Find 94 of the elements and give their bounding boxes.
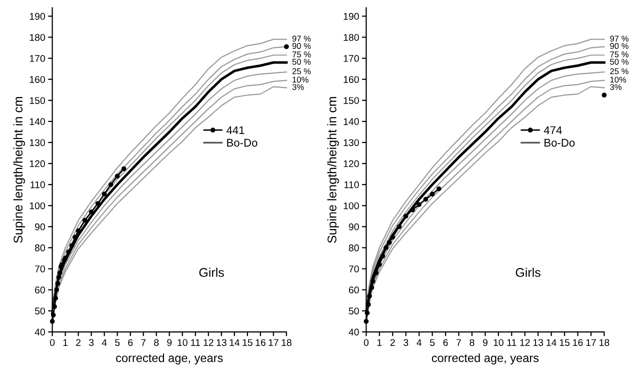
y-tick-label: 60 bbox=[35, 286, 45, 294]
y-tick-label: 170 bbox=[30, 55, 45, 62]
y-tick-label: 150 bbox=[30, 97, 45, 104]
y-tick-label: 110 bbox=[344, 181, 359, 188]
x-tick-label: 12 bbox=[520, 339, 530, 346]
x-tick-label: 8 bbox=[470, 339, 474, 346]
x-tick-label: 1 bbox=[63, 339, 68, 346]
x-tick-label: 13 bbox=[533, 339, 544, 346]
x-axis-title: corrected age, years bbox=[432, 353, 539, 364]
x-tick-label: 2 bbox=[76, 339, 81, 346]
y-tick-label: 40 bbox=[348, 328, 359, 336]
x-tick-label: 5 bbox=[430, 339, 435, 346]
series-label: 75 % bbox=[610, 52, 628, 58]
x-tick-label: 7 bbox=[456, 339, 461, 346]
x-tick-label: 16 bbox=[256, 339, 266, 346]
y-tick-label: 120 bbox=[344, 160, 359, 168]
series-label: 97 % bbox=[610, 36, 628, 42]
x-tick-label: 14 bbox=[230, 339, 240, 346]
x-tick-label: 7 bbox=[141, 339, 146, 346]
x-tick-label: 14 bbox=[546, 339, 556, 346]
x-tick-label: 0 bbox=[50, 339, 55, 346]
legend-label: 441 bbox=[226, 126, 244, 134]
x-tick-label: 4 bbox=[416, 339, 422, 346]
y-tick-label: 90 bbox=[35, 223, 45, 230]
y-axis-title: Supine length/height in cm bbox=[327, 96, 339, 243]
series-label: 90 % bbox=[610, 43, 628, 49]
annotation: Bo-Do bbox=[227, 138, 258, 147]
x-tick-label: 11 bbox=[191, 339, 200, 346]
x-tick-label: 11 bbox=[507, 339, 516, 346]
y-tick-label: 190 bbox=[344, 12, 359, 20]
y-axis-title: Supine length/height in cm bbox=[13, 96, 25, 243]
series-label: 50 % bbox=[292, 58, 311, 65]
x-tick-label: 9 bbox=[482, 339, 488, 346]
y-tick-label: 110 bbox=[30, 181, 45, 188]
y-tick-label: 90 bbox=[348, 223, 359, 230]
y-tick-label: 50 bbox=[34, 308, 45, 314]
y-tick-label: 140 bbox=[344, 118, 359, 126]
x-tick-label: 17 bbox=[268, 339, 278, 346]
x-tick-label: 3 bbox=[404, 339, 408, 346]
y-tick-label: 160 bbox=[30, 76, 45, 83]
annotation: Girls bbox=[199, 268, 224, 277]
y-tick-label: 160 bbox=[344, 76, 359, 83]
y-tick-label: 50 bbox=[348, 308, 359, 314]
y-tick-label: 100 bbox=[30, 202, 45, 210]
y-tick-label: 100 bbox=[344, 202, 359, 210]
x-tick-label: 17 bbox=[586, 339, 596, 346]
series-label: 75 % bbox=[292, 52, 311, 58]
legend-label: 474 bbox=[544, 126, 562, 134]
x-tick-label: 13 bbox=[216, 339, 226, 346]
series-label: 10% bbox=[292, 76, 308, 83]
series-label: 25 % bbox=[292, 68, 311, 74]
series-label: 90 % bbox=[292, 43, 311, 49]
y-tick-label: 120 bbox=[30, 160, 45, 168]
series-label: 50 % bbox=[610, 58, 628, 65]
x-tick-label: 8 bbox=[154, 339, 159, 346]
x-tick-label: 6 bbox=[128, 339, 133, 346]
series-label: 3% bbox=[292, 84, 304, 90]
x-axis-title: corrected age, years bbox=[116, 353, 223, 364]
y-tick-label: 60 bbox=[348, 286, 359, 294]
y-tick-label: 40 bbox=[34, 328, 45, 336]
y-tick-label: 190 bbox=[30, 12, 45, 20]
x-tick-label: 15 bbox=[242, 339, 252, 346]
y-tick-label: 80 bbox=[348, 244, 359, 252]
series-label: 25 % bbox=[610, 68, 628, 74]
y-tick-label: 180 bbox=[344, 34, 359, 41]
x-tick-label: 0 bbox=[364, 339, 369, 346]
x-tick-label: 5 bbox=[115, 339, 120, 346]
y-tick-label: 130 bbox=[344, 139, 359, 146]
y-tick-label: 130 bbox=[30, 139, 45, 146]
x-tick-label: 18 bbox=[600, 339, 610, 346]
y-tick-label: 170 bbox=[344, 55, 359, 62]
y-tick-label: 70 bbox=[348, 265, 359, 272]
annotation: Bo-Do bbox=[544, 138, 575, 147]
x-tick-label: 1 bbox=[377, 339, 382, 346]
series-label: 10% bbox=[610, 76, 626, 83]
x-tick-label: 15 bbox=[560, 339, 570, 346]
x-tick-label: 10 bbox=[494, 339, 504, 346]
x-tick-label: 6 bbox=[443, 339, 448, 346]
annotation: Girls bbox=[516, 268, 540, 277]
series-label: 3% bbox=[610, 84, 622, 90]
y-tick-label: 70 bbox=[35, 265, 45, 272]
x-tick-label: 9 bbox=[167, 339, 172, 346]
y-tick-label: 180 bbox=[30, 34, 45, 41]
y-tick-label: 140 bbox=[30, 118, 45, 126]
x-tick-label: 18 bbox=[282, 339, 292, 346]
x-tick-label: 10 bbox=[178, 339, 188, 346]
x-tick-label: 2 bbox=[390, 339, 395, 346]
x-tick-label: 16 bbox=[573, 339, 583, 346]
series-label: 97 % bbox=[292, 36, 311, 42]
x-tick-label: 12 bbox=[204, 339, 214, 346]
x-tick-label: 4 bbox=[102, 339, 107, 346]
y-tick-label: 80 bbox=[34, 244, 45, 252]
y-tick-label: 150 bbox=[344, 97, 359, 104]
x-tick-label: 3 bbox=[89, 339, 94, 346]
